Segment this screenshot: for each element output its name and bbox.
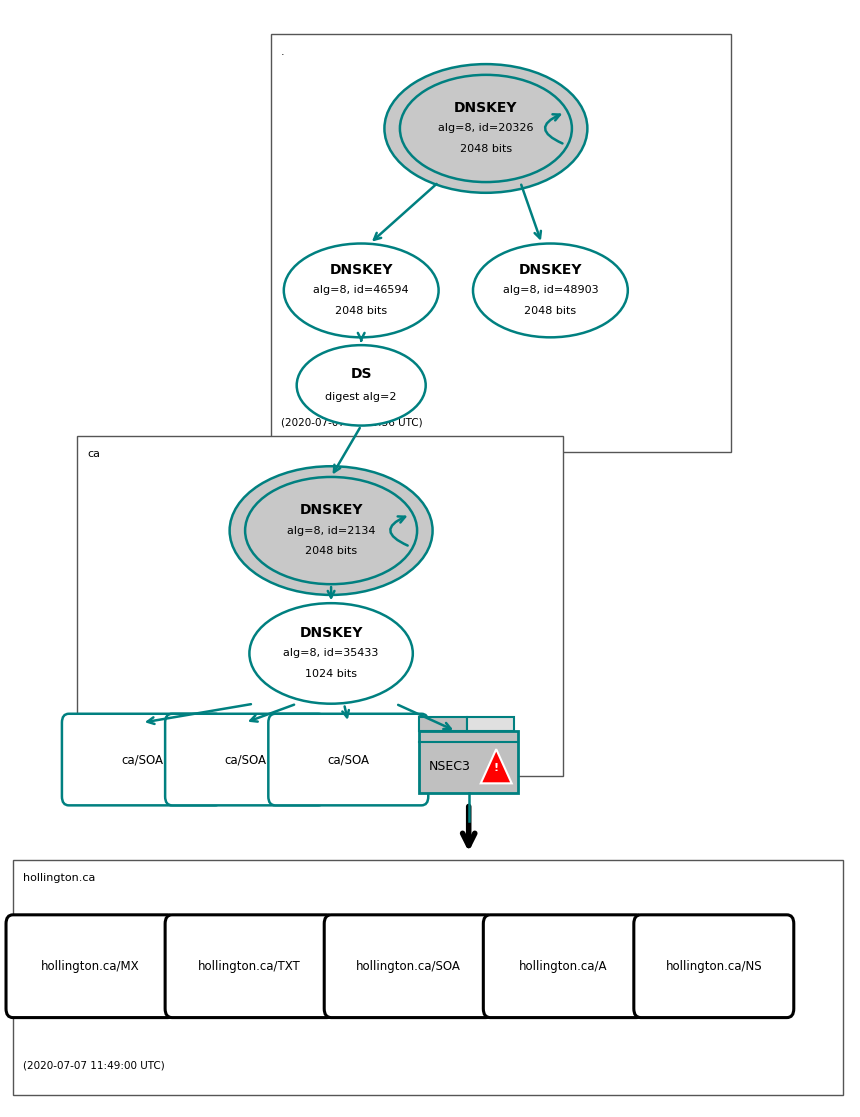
FancyBboxPatch shape	[77, 436, 563, 776]
Text: digest alg=2: digest alg=2	[325, 392, 397, 401]
FancyBboxPatch shape	[62, 714, 222, 805]
Text: DS: DS	[351, 367, 372, 381]
Text: ca/SOA: ca/SOA	[328, 753, 369, 766]
Text: !: !	[494, 764, 499, 773]
Text: DNSKEY: DNSKEY	[329, 264, 393, 277]
FancyBboxPatch shape	[634, 915, 794, 1018]
Text: 2048 bits: 2048 bits	[460, 144, 512, 153]
Text: hollington.ca/NS: hollington.ca/NS	[666, 960, 762, 973]
Polygon shape	[481, 750, 512, 783]
FancyBboxPatch shape	[13, 860, 843, 1095]
Text: 2048 bits: 2048 bits	[305, 546, 357, 555]
Ellipse shape	[400, 75, 572, 182]
Ellipse shape	[230, 466, 433, 595]
FancyBboxPatch shape	[165, 915, 334, 1018]
Ellipse shape	[245, 477, 417, 584]
Text: 2048 bits: 2048 bits	[525, 306, 576, 315]
Text: 2048 bits: 2048 bits	[335, 306, 387, 315]
FancyBboxPatch shape	[268, 714, 428, 805]
FancyBboxPatch shape	[483, 915, 643, 1018]
Text: hollington.ca/SOA: hollington.ca/SOA	[356, 960, 461, 973]
Text: hollington.ca/MX: hollington.ca/MX	[41, 960, 139, 973]
Text: ca/SOA: ca/SOA	[224, 753, 266, 766]
Text: DNSKEY: DNSKEY	[299, 504, 363, 517]
Text: alg=8, id=35433: alg=8, id=35433	[284, 649, 378, 658]
Ellipse shape	[249, 603, 413, 704]
Text: hollington.ca: hollington.ca	[23, 873, 95, 884]
Text: 1024 bits: 1024 bits	[305, 669, 357, 678]
Ellipse shape	[297, 345, 426, 426]
Text: ca: ca	[88, 449, 101, 459]
Ellipse shape	[284, 244, 439, 337]
Text: (2020-07-07 11:14:40 UTC): (2020-07-07 11:14:40 UTC)	[88, 742, 230, 752]
FancyBboxPatch shape	[165, 714, 325, 805]
Text: DNSKEY: DNSKEY	[299, 627, 363, 640]
FancyBboxPatch shape	[420, 717, 467, 731]
Text: alg=8, id=2134: alg=8, id=2134	[287, 526, 375, 535]
Text: DNSKEY: DNSKEY	[454, 102, 518, 115]
Text: hollington.ca/TXT: hollington.ca/TXT	[198, 960, 301, 973]
Text: hollington.ca/A: hollington.ca/A	[519, 960, 607, 973]
FancyBboxPatch shape	[6, 915, 175, 1018]
Text: alg=8, id=48903: alg=8, id=48903	[502, 286, 599, 295]
FancyBboxPatch shape	[467, 717, 514, 731]
Text: (2020-07-07 09:00:36 UTC): (2020-07-07 09:00:36 UTC)	[281, 418, 423, 428]
Text: alg=8, id=46594: alg=8, id=46594	[313, 286, 409, 295]
FancyBboxPatch shape	[271, 34, 731, 452]
Text: (2020-07-07 11:49:00 UTC): (2020-07-07 11:49:00 UTC)	[23, 1060, 165, 1070]
Text: DNSKEY: DNSKEY	[519, 264, 582, 277]
FancyBboxPatch shape	[324, 915, 493, 1018]
FancyBboxPatch shape	[420, 732, 518, 793]
Text: NSEC3: NSEC3	[429, 760, 470, 773]
Text: alg=8, id=20326: alg=8, id=20326	[438, 124, 534, 133]
Ellipse shape	[473, 244, 628, 337]
Text: ca/SOA: ca/SOA	[121, 753, 163, 766]
Text: .: .	[281, 47, 285, 57]
Ellipse shape	[384, 64, 587, 193]
